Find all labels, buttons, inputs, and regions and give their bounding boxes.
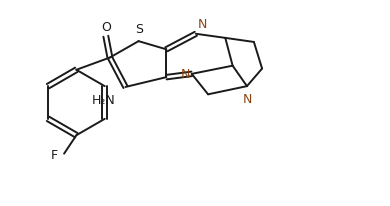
- Text: H₂N: H₂N: [92, 94, 115, 107]
- Text: N: N: [198, 18, 207, 30]
- Text: F: F: [51, 148, 58, 161]
- Text: O: O: [101, 21, 111, 34]
- Text: N: N: [180, 68, 190, 81]
- Text: S: S: [135, 23, 143, 36]
- Text: N: N: [242, 92, 252, 105]
